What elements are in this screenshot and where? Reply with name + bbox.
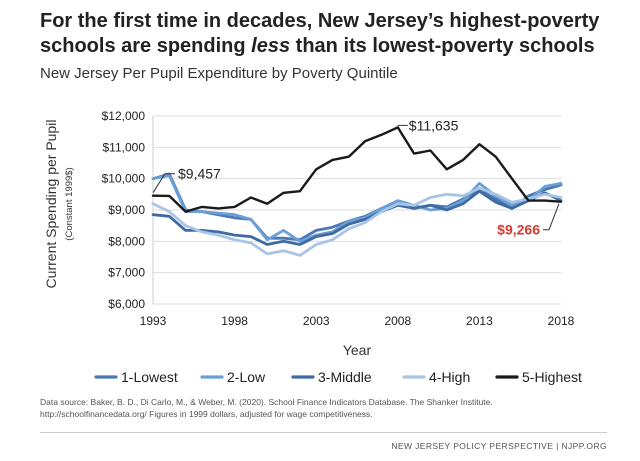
y-tick-label: $10,000: [102, 172, 146, 186]
y-tick-label: $12,000: [102, 109, 146, 123]
source-line-2: http://schoolfinancedata.org/ Figures in…: [40, 409, 373, 419]
title-line-1: For the first time in decades, New Jerse…: [40, 10, 600, 32]
footer-credit: NEW JERSEY POLICY PERSPECTIVE | NJPP.ORG: [391, 441, 607, 451]
annotations: $9,457 $11,635 $9,266: [152, 117, 560, 238]
title-line-2-pre: schools are spending: [40, 35, 252, 57]
chart-subtitle: New Jersey Per Pupil Expenditure by Pove…: [40, 65, 398, 82]
series-line-3-middle: [151, 189, 563, 246]
legend-item-3-middle: 3-Middle: [291, 369, 372, 385]
axis-titles: Current Spending per Pupil (Constant 199…: [43, 120, 371, 358]
y-axis-title: Current Spending per Pupil: [43, 120, 59, 289]
legend-label: 1-Lowest: [121, 369, 178, 385]
x-tick-label: 2008: [384, 314, 411, 328]
legend-label: 5-Highest: [522, 369, 582, 385]
x-tick-label: 2013: [466, 314, 493, 328]
legend-item-1-lowest: 1-Lowest: [94, 369, 178, 385]
footer-divider: [40, 432, 607, 433]
y-tick-label: $6,000: [108, 297, 145, 311]
gridlines: [152, 115, 561, 305]
x-tick-label: 1993: [140, 314, 167, 328]
y-tick-label: $8,000: [108, 234, 145, 248]
y-tick-label: $11,000: [103, 140, 146, 154]
series-line-5-highest: [151, 126, 563, 213]
legend-label: 2-Low: [227, 369, 266, 385]
legend-label: 3-Middle: [318, 369, 372, 385]
x-tick-label: 2018: [548, 314, 575, 328]
y-axis-subtitle: (Constant 1999$): [64, 167, 75, 240]
legend-item-4-high: 4-High: [402, 369, 470, 385]
x-axis-title: Year: [343, 342, 372, 358]
title-line-2-post: than its lowest-poverty schools: [290, 35, 595, 57]
annotation-first-value: $9,457: [178, 166, 221, 182]
x-tick-label: 2003: [303, 314, 330, 328]
source-line-1: Data source: Baker, B. D., Di Carlo, M.,…: [40, 397, 493, 407]
legend: 1-Lowest 2-Low 3-Middle 4-High 5-Highest: [94, 369, 582, 385]
title-emphasis: less: [251, 35, 291, 57]
chart-title: For the first time in decades, New Jerse…: [40, 9, 630, 59]
legend-label: 4-High: [429, 369, 470, 385]
annotation-peak-value: $11,635: [409, 117, 459, 133]
x-tick-label: 1998: [221, 314, 248, 328]
leader-line-first: [152, 173, 175, 193]
series-lines: [151, 126, 563, 257]
leader-line-last: [543, 203, 560, 231]
y-axis-ticks: $6,000 $7,000 $8,000 $9,000 $10,000 $11,000 $1…: [102, 109, 146, 311]
y-tick-label: $9,000: [108, 203, 145, 217]
legend-item-5-highest: 5-Highest: [495, 369, 582, 385]
title-line-2: schools are spending less than its lowes…: [40, 34, 630, 59]
source-note: Data source: Baker, B. D., Di Carlo, M.,…: [40, 396, 610, 420]
x-axis-ticks: 1993 1998 2003 2008 2013 2018: [140, 314, 575, 328]
legend-item-2-low: 2-Low: [200, 369, 266, 385]
line-chart: $6,000 $7,000 $8,000 $9,000 $10,000 $11,000 $1…: [43, 109, 582, 385]
annotation-last-value: $9,266: [497, 222, 540, 238]
y-tick-label: $7,000: [108, 266, 145, 280]
series-line-4-high: [151, 186, 563, 257]
